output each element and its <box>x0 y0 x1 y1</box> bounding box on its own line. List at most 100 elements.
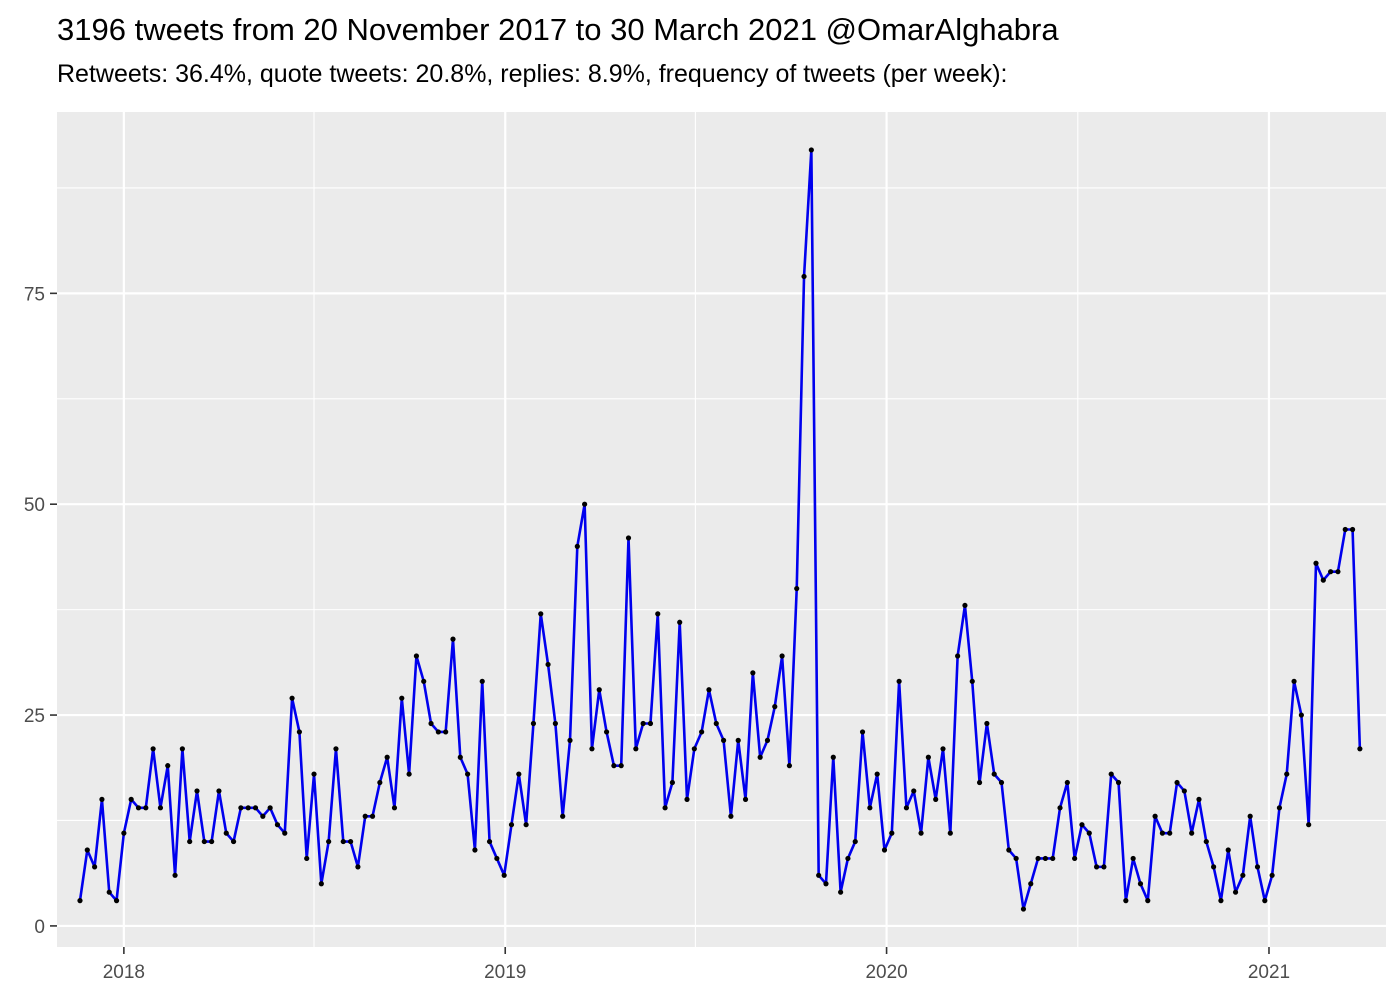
data-point <box>1057 805 1063 811</box>
data-point <box>1306 822 1312 828</box>
data-point <box>976 779 983 786</box>
data-point <box>925 754 931 760</box>
data-point <box>940 746 946 752</box>
axis-tick-labels: 0 25 50 75 2018 2019 2020 2021 <box>24 284 1290 983</box>
data-point <box>794 585 800 592</box>
minor-gridlines <box>57 112 1386 947</box>
data-point <box>355 864 361 870</box>
data-point <box>172 872 178 878</box>
data-point <box>669 779 675 786</box>
data-point <box>421 678 427 684</box>
data-point <box>677 619 683 625</box>
data-point <box>194 788 200 794</box>
data-point <box>1108 771 1114 777</box>
data-point <box>435 729 441 735</box>
data-point <box>991 771 997 777</box>
data-point <box>384 754 390 760</box>
data-point <box>486 838 493 845</box>
data-point <box>845 855 851 862</box>
data-point <box>1313 560 1319 566</box>
data-point <box>918 830 924 836</box>
data-point <box>757 754 763 760</box>
series-line-group <box>78 148 1362 911</box>
data-point <box>494 855 500 862</box>
data-point <box>1291 678 1297 684</box>
data-point <box>662 805 668 811</box>
data-point <box>238 805 244 811</box>
data-point <box>201 838 207 845</box>
data-point <box>362 813 368 819</box>
data-point <box>1342 526 1348 533</box>
data-point <box>165 763 171 769</box>
data-point <box>1328 569 1334 575</box>
data-point <box>1254 864 1261 870</box>
data-point <box>735 737 741 743</box>
y-tick-label: 25 <box>24 706 45 727</box>
data-point <box>1159 830 1166 836</box>
data-point <box>706 687 712 693</box>
data-point <box>720 737 727 743</box>
data-point <box>1298 712 1304 718</box>
data-point <box>655 611 661 617</box>
data-point <box>838 889 844 895</box>
data-point <box>1174 779 1180 786</box>
data-point <box>1211 864 1217 870</box>
data-point <box>1218 898 1224 904</box>
data-point <box>457 754 463 760</box>
data-point <box>333 746 339 752</box>
data-point <box>450 636 456 642</box>
data-point <box>603 729 610 735</box>
data-point <box>428 720 434 727</box>
data-point <box>691 746 697 752</box>
data-point <box>742 796 749 802</box>
data-point <box>77 898 83 904</box>
data-point <box>1101 864 1107 870</box>
data-point <box>801 273 807 280</box>
data-point <box>1203 838 1209 845</box>
data-point <box>1240 872 1246 878</box>
data-point <box>633 746 639 752</box>
data-point <box>567 737 573 743</box>
data-point <box>1320 577 1326 583</box>
data-point <box>340 838 346 845</box>
data-point <box>1225 847 1231 853</box>
y-tick-label: 50 <box>24 495 45 516</box>
data-point <box>889 830 895 836</box>
chart-subtitle: Retweets: 36.4%, quote tweets: 20.8%, re… <box>57 60 1008 88</box>
data-point <box>1152 813 1158 819</box>
data-point <box>1269 872 1275 878</box>
data-point <box>1123 898 1129 904</box>
data-point <box>1130 855 1136 862</box>
chart-title: 3196 tweets from 20 November 2017 to 30 … <box>57 12 1059 47</box>
data-point <box>596 687 602 693</box>
data-point <box>1115 779 1122 786</box>
data-point <box>947 830 953 836</box>
data-point <box>1145 898 1151 904</box>
data-point <box>530 720 537 727</box>
data-point <box>523 822 529 828</box>
data-point <box>260 813 266 819</box>
y-tick-label: 0 <box>34 917 45 938</box>
x-tick-label: 2019 <box>484 962 526 983</box>
data-point <box>1189 830 1195 836</box>
data-point <box>230 838 237 845</box>
data-point <box>1064 779 1070 786</box>
data-point <box>99 796 105 802</box>
data-point <box>1050 855 1056 862</box>
data-point <box>560 813 566 819</box>
data-point <box>538 611 544 617</box>
data-point <box>713 720 719 727</box>
data-point <box>1079 822 1085 828</box>
data-point <box>699 729 705 735</box>
data-point <box>1028 881 1034 887</box>
data-point <box>852 838 858 845</box>
data-point <box>143 805 149 811</box>
data-point <box>516 771 522 777</box>
data-point <box>786 763 793 769</box>
data-point <box>574 543 580 549</box>
data-point <box>1137 881 1144 887</box>
data-point <box>128 796 134 802</box>
data-point <box>545 661 551 668</box>
data-point <box>589 746 595 752</box>
